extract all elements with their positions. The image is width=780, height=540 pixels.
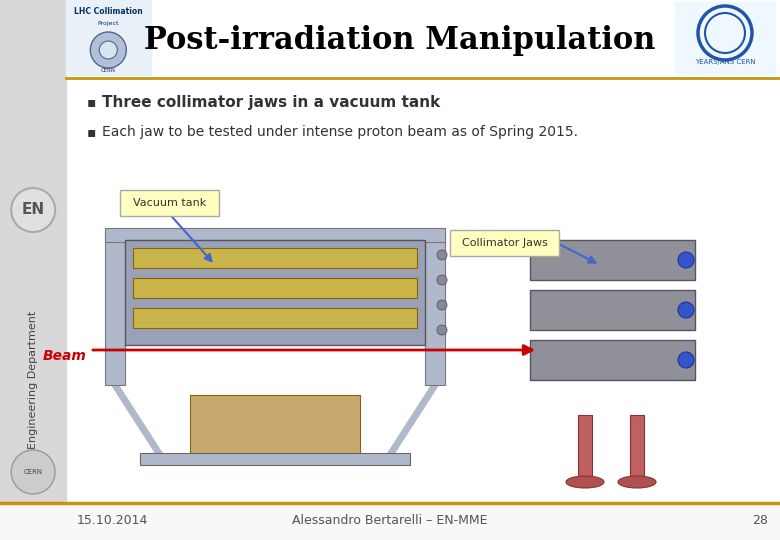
Text: YEARS/ANS CERN: YEARS/ANS CERN [695, 59, 755, 65]
Text: ▪: ▪ [87, 95, 96, 109]
Ellipse shape [566, 476, 604, 488]
Text: 15.10.2014: 15.10.2014 [76, 515, 147, 528]
Text: EN: EN [22, 202, 44, 218]
Circle shape [11, 188, 55, 232]
Bar [0, 0, 66, 505]
Bar [105, 230, 125, 385]
Circle shape [437, 300, 447, 310]
Circle shape [678, 252, 694, 268]
Text: Project: Project [98, 21, 119, 25]
Circle shape [437, 275, 447, 285]
Bar [425, 230, 445, 385]
Bar [133, 278, 417, 298]
Text: Collimator Jaws: Collimator Jaws [462, 238, 548, 248]
Bar [578, 415, 592, 480]
Bar [530, 240, 695, 280]
FancyBboxPatch shape [120, 190, 219, 216]
Bar [630, 415, 644, 480]
Text: LHC Collimation: LHC Collimation [74, 8, 143, 17]
Bar [105, 228, 445, 242]
Circle shape [678, 302, 694, 318]
Text: Three collimator jaws in a vacuum tank: Three collimator jaws in a vacuum tank [102, 94, 441, 110]
Text: Post-irradiation Manipulation: Post-irradiation Manipulation [144, 24, 656, 56]
Text: ▪: ▪ [87, 125, 96, 139]
Circle shape [437, 250, 447, 260]
Bar [125, 240, 425, 345]
Circle shape [90, 32, 126, 68]
Text: Alessandro Bertarelli – EN-MME: Alessandro Bertarelli – EN-MME [292, 515, 488, 528]
Bar [190, 395, 360, 460]
Bar [530, 340, 695, 380]
Text: Each jaw to be tested under intense proton beam as of Spring 2015.: Each jaw to be tested under intense prot… [102, 125, 578, 139]
Circle shape [678, 352, 694, 368]
Text: 28: 28 [752, 515, 768, 528]
Bar [0, 503, 780, 540]
Bar [133, 308, 417, 328]
Text: Vacuum tank: Vacuum tank [133, 198, 206, 208]
Circle shape [99, 41, 117, 59]
Bar [133, 248, 417, 268]
Circle shape [437, 325, 447, 335]
Bar [140, 453, 410, 465]
Text: CERN: CERN [23, 469, 43, 475]
Bar [530, 290, 695, 330]
FancyBboxPatch shape [450, 230, 559, 256]
Ellipse shape [618, 476, 656, 488]
Text: CERN: CERN [101, 68, 115, 72]
Bar [675, 2, 775, 74]
Bar [66, 0, 151, 75]
Circle shape [11, 450, 55, 494]
Text: Engineering Department: Engineering Department [28, 311, 38, 449]
Text: Beam: Beam [43, 349, 87, 363]
